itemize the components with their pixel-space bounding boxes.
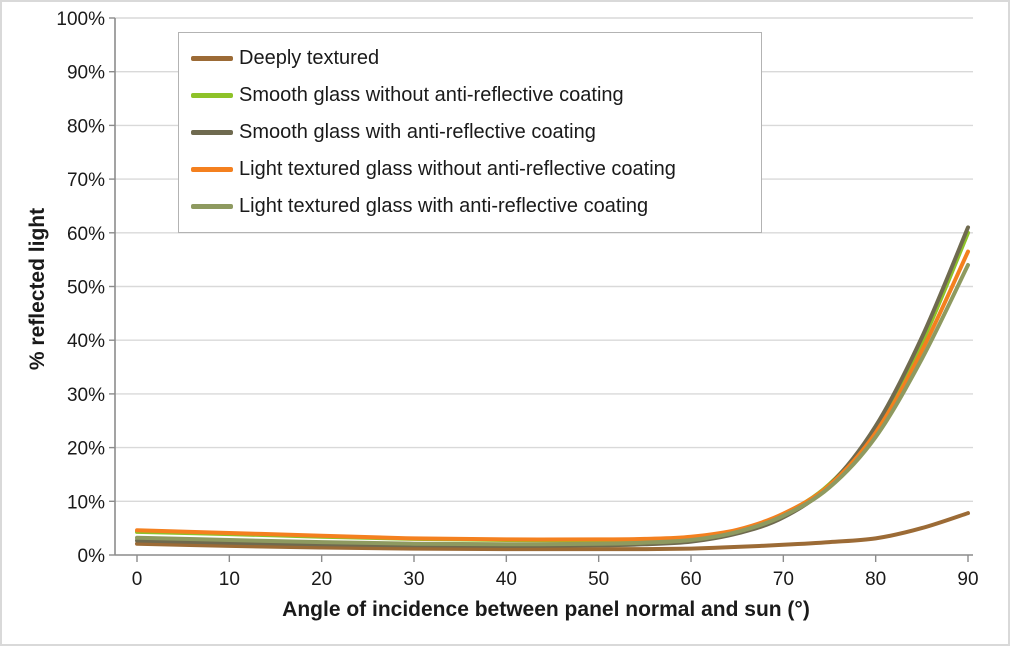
y-axis-title: % reflected light	[26, 207, 49, 371]
y-tick-label: 90%	[67, 63, 105, 84]
x-tick-label: 90	[957, 569, 978, 590]
legend-swatch-smooth-glass-without-ar	[191, 93, 233, 98]
x-tick-label: 50	[588, 569, 609, 590]
y-tick-label: 80%	[67, 116, 105, 137]
x-tick-label: 0	[132, 569, 143, 590]
y-tick-label: 10%	[67, 492, 105, 513]
y-tick-label: 60%	[67, 224, 105, 245]
legend-item-smooth-glass-without-ar: Smooth glass without anti-reflective coa…	[191, 77, 749, 114]
series-line-smooth-glass-with-ar	[135, 225, 970, 548]
x-tick-label: 70	[773, 569, 794, 590]
series-line-smooth-glass-without-ar	[135, 230, 970, 543]
legend-label: Deeply textured	[239, 47, 380, 69]
series-line-light-textured-without-ar	[135, 249, 970, 542]
legend-label: Light textured glass with anti-reflectiv…	[239, 195, 649, 217]
legend-label: Smooth glass without anti-reflective coa…	[239, 84, 624, 106]
y-tick-label: 50%	[67, 278, 105, 299]
legend: Deeply textured Smooth glass without ant…	[178, 32, 762, 233]
legend-item-deeply-textured: Deeply textured	[191, 40, 749, 77]
legend-item-smooth-glass-with-ar: Smooth glass with anti-reflective coatin…	[191, 114, 749, 151]
legend-swatch-light-textured-with-ar	[191, 204, 233, 209]
legend-swatch-light-textured-without-ar	[191, 167, 233, 172]
x-tick-label: 20	[311, 569, 332, 590]
y-tick-label: 0%	[78, 546, 106, 567]
y-tick-label: 20%	[67, 439, 105, 460]
y-tick-label: 100%	[56, 9, 105, 30]
y-tick-label: 40%	[67, 331, 105, 352]
legend-label: Smooth glass with anti-reflective coatin…	[239, 121, 596, 143]
y-tick-label: 70%	[67, 170, 105, 191]
legend-item-light-textured-without-ar: Light textured glass without anti-reflec…	[191, 151, 749, 188]
x-tick-label: 40	[496, 569, 517, 590]
series-line-light-textured-with-ar	[135, 263, 970, 547]
y-tick-label: 30%	[67, 385, 105, 406]
legend-item-light-textured-with-ar: Light textured glass with anti-reflectiv…	[191, 188, 749, 225]
legend-swatch-deeply-textured	[191, 56, 233, 61]
x-tick-label: 30	[403, 569, 424, 590]
series-line-deeply-textured	[135, 511, 970, 552]
legend-swatch-smooth-glass-with-ar	[191, 130, 233, 135]
x-tick-label: 80	[865, 569, 886, 590]
x-tick-label: 10	[219, 569, 240, 590]
x-axis-title: Angle of incidence between panel normal …	[282, 598, 810, 621]
legend-label: Light textured glass without anti-reflec…	[239, 158, 676, 180]
x-tick-label: 60	[680, 569, 701, 590]
